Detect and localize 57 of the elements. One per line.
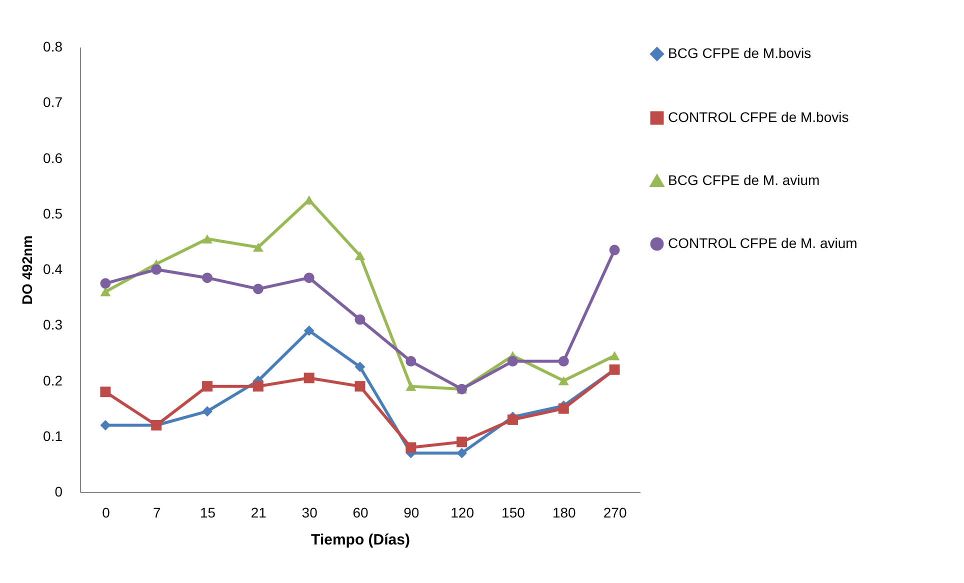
y-tick-label: 0.7 — [43, 94, 63, 110]
x-tick-label: 0 — [102, 504, 110, 520]
y-tick-label: 0.1 — [43, 428, 63, 444]
y-tick-label: 0.5 — [43, 205, 63, 222]
point — [406, 356, 416, 367]
point — [456, 448, 468, 458]
x-tick-label: 120 — [450, 504, 474, 520]
x-tick-label: 180 — [552, 504, 576, 520]
point — [406, 382, 416, 391]
point — [100, 287, 111, 296]
y-axis-title: DO 492nm — [19, 235, 36, 305]
y-tick-label: 0.8 — [43, 38, 63, 54]
legend-label: CONTROL CFPE de M. avium — [668, 235, 858, 251]
y-tick-label: 0.4 — [43, 261, 63, 277]
point — [558, 403, 569, 414]
legend-label: BCG CFPE de M.bovis — [668, 45, 812, 61]
point — [558, 356, 569, 367]
x-tick-label: 15 — [200, 504, 216, 520]
point — [151, 264, 162, 275]
x-axis-title: Tiempo (Días) — [311, 532, 410, 548]
point — [609, 244, 620, 256]
x-tick-label: 150 — [502, 504, 526, 520]
legend-label: CONTROL CFPE de M.bovis — [668, 109, 849, 125]
point — [354, 314, 366, 325]
point — [456, 436, 468, 448]
y-tick-label: 0.3 — [43, 316, 63, 333]
point — [202, 234, 213, 244]
y-tick-label: 0.6 — [43, 150, 63, 166]
x-tick-label: 90 — [404, 504, 420, 520]
y-tick-label: 0 — [54, 484, 63, 500]
point — [100, 278, 111, 289]
point — [252, 242, 264, 252]
point — [558, 376, 569, 386]
point — [202, 272, 213, 284]
point — [406, 442, 416, 453]
x-tick-label: 7 — [152, 504, 161, 520]
point — [507, 414, 518, 425]
x-tick-label: 60 — [352, 504, 368, 520]
x-tick-label: 30 — [302, 504, 318, 520]
legend-label: BCG CFPE de M. avium — [668, 172, 820, 188]
point — [100, 386, 111, 398]
point — [202, 381, 213, 392]
y-tick-label: 0.2 — [43, 372, 63, 388]
x-tick-label: 21 — [250, 504, 267, 520]
point — [354, 381, 366, 392]
point — [100, 420, 111, 430]
point — [304, 372, 314, 384]
point — [252, 381, 264, 392]
point — [202, 406, 213, 417]
x-tick-label: 270 — [603, 504, 627, 520]
point — [609, 351, 620, 360]
point — [304, 272, 314, 284]
point — [354, 251, 366, 260]
point — [304, 325, 314, 336]
point — [507, 356, 518, 367]
point — [354, 362, 366, 372]
point — [252, 284, 264, 294]
